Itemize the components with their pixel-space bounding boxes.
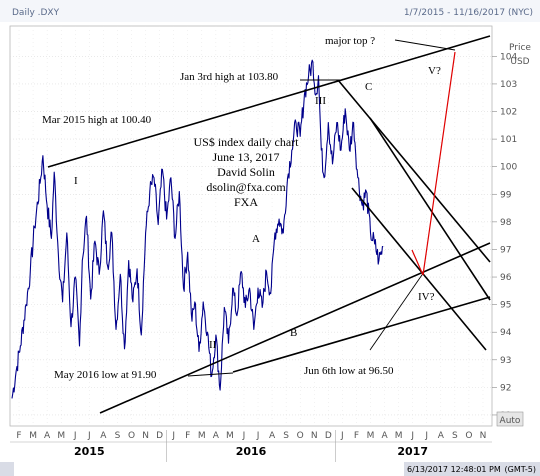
auto-scale-button[interactable] [496, 411, 524, 427]
x-month-label: S [452, 431, 458, 441]
y-tick-label: 95 [500, 301, 511, 311]
status-bar [404, 462, 540, 476]
x-month-label: M [367, 431, 375, 441]
x-month-label: J [171, 431, 175, 441]
annotation-may-low: May 2016 low at 91.90 [54, 369, 157, 381]
wave-label-b: B [290, 327, 297, 339]
x-month-label: F [185, 431, 190, 441]
wave-label-c: C [365, 81, 372, 93]
x-month-label: O [465, 431, 472, 441]
chart-subtitle-email: dsolin@fxa.com [206, 180, 286, 194]
x-month-label: J [242, 431, 246, 441]
x-month-label: S [283, 431, 289, 441]
header-bar [0, 0, 540, 22]
x-month-label: J [410, 431, 414, 441]
x-month-label: D [325, 431, 332, 441]
chart-subtitle-company: FXA [234, 195, 258, 209]
x-year-label: 2015 [74, 445, 105, 458]
x-month-label: A [438, 431, 445, 441]
status-timestamp: 6/13/2017 12:48:01 PM [407, 465, 501, 474]
plot-frame [9, 25, 493, 427]
forecast-stub [411, 249, 424, 276]
wave-label-a: A [252, 233, 260, 245]
x-month-label: J [73, 431, 77, 441]
trendline-downtrend-outer [337, 79, 491, 263]
y-tick-label: 99 [500, 190, 512, 200]
y-tick-label: 100 [500, 163, 517, 173]
price-line [11, 59, 384, 399]
y-tick-label: 102 [500, 108, 517, 118]
x-month-label: A [269, 431, 276, 441]
pointer-may-low [187, 372, 234, 377]
y-axis: 919293949596979899100101102103104 [492, 52, 517, 421]
x-month-label: S [115, 431, 121, 441]
trendline-support [232, 296, 491, 373]
status-bar-left [0, 462, 14, 476]
x-month-label: J [340, 431, 344, 441]
x-month-label: N [480, 431, 487, 441]
x-month-label: A [381, 431, 388, 441]
chart-subtitle-author: David Solin [217, 165, 275, 179]
wave-label-4: IV? [418, 291, 435, 303]
x-month-label: A [213, 431, 220, 441]
wave-label-5: V? [428, 65, 441, 77]
x-year-label: 2016 [236, 445, 267, 458]
trendline-downtrend-mid [369, 117, 491, 301]
forecast-line [422, 51, 456, 276]
x-year-label: 2017 [397, 445, 428, 458]
y-tick-label: 98 [500, 218, 512, 228]
x-month-label: M [198, 431, 206, 441]
y-tick-label: 96 [500, 273, 512, 283]
annotation-jan-high: Jan 3rd high at 103.80 [180, 71, 279, 83]
trendline-lower-channel [99, 242, 491, 414]
grid [10, 26, 492, 426]
y-tick-label: 97 [500, 245, 511, 255]
trendline-downtrend-lower [351, 187, 487, 351]
y-tick-label: 93 [500, 356, 511, 366]
x-month-label: J [424, 431, 428, 441]
chart-subtitle-date: June 13, 2017 [213, 150, 280, 164]
pointer-major-top [394, 39, 456, 51]
trendlines [47, 35, 491, 414]
x-month-label: N [142, 431, 149, 441]
y-tick-label: 104 [500, 52, 517, 62]
x-month-label: M [395, 431, 403, 441]
chart-title: US$ index daily chart [194, 135, 300, 149]
x-month-label: J [87, 431, 91, 441]
y-tick-label: 103 [500, 80, 517, 90]
x-month-label: A [100, 431, 107, 441]
wave-label-1: I [74, 175, 78, 187]
x-month-label: J [256, 431, 260, 441]
annotation-major-top: major top ? [325, 35, 375, 47]
y-tick-label: 101 [500, 135, 517, 145]
y-tick-label: 94 [500, 328, 512, 338]
x-month-label: O [297, 431, 304, 441]
annotation-mar-high: Mar 2015 high at 100.40 [42, 114, 152, 126]
x-month-label: M [57, 431, 65, 441]
wave-label-3: III [315, 95, 326, 107]
wave-label-2: II [209, 339, 217, 351]
header-title: Daily .DXY [12, 8, 60, 18]
x-month-label: M [226, 431, 234, 441]
x-month-label: N [311, 431, 318, 441]
auto-scale-label: Auto [500, 416, 521, 426]
header-range: 1/7/2015 - 11/16/2017 (NYC) [404, 8, 533, 18]
y-tick-label: 92 [500, 383, 511, 393]
x-month-label: F [354, 431, 359, 441]
x-month-label: A [44, 431, 51, 441]
pointer-jun-low [369, 271, 425, 351]
annotation-jun-low: Jun 6th low at 96.50 [304, 365, 394, 377]
price-series [11, 59, 384, 399]
x-month-label: F [16, 431, 21, 441]
status-timezone: (GMT-5) [505, 465, 536, 474]
x-month-label: O [128, 431, 135, 441]
y-axis-unit: USD [510, 57, 529, 67]
x-month-label: M [29, 431, 37, 441]
x-month-label: D [156, 431, 163, 441]
y-axis-label: Price [509, 43, 531, 53]
trendline-upper-channel [47, 35, 491, 168]
